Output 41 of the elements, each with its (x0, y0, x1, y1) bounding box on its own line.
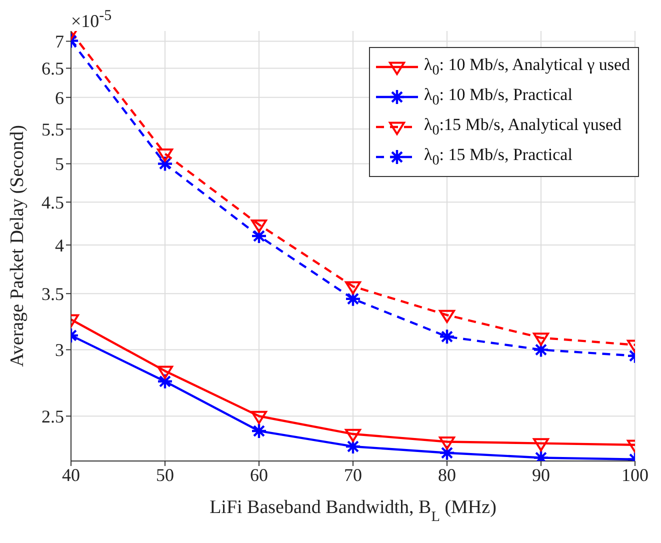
x-axis-title: LiFi Baseband Bandwidth, B$_{L}$ (MHz) (210, 497, 496, 525)
x-tick-label: 60 (250, 464, 268, 485)
point (439, 310, 455, 324)
y-tick-label: 7 (55, 32, 64, 52)
point (251, 219, 267, 233)
point (439, 436, 455, 450)
annotation: ×10$^{-5}$ (71, 8, 112, 32)
y-tick-label: 3.5 (42, 284, 64, 304)
point (157, 148, 173, 162)
y-tick-label: 4.5 (42, 192, 64, 213)
legend-label: λ$_{0}$: 10 Mb/s, Practical (424, 84, 572, 110)
legend-label: λ$_{0}$:15 Mb/s, Analytical γused (424, 114, 622, 140)
point (438, 444, 456, 461)
point (438, 328, 456, 345)
legend-label: λ$_{0}$: 15 Mb/s, Practical (424, 144, 572, 170)
y-tick-label: 3 (55, 340, 64, 360)
y-tick-label: 5 (55, 154, 64, 174)
point (345, 428, 361, 442)
point (345, 281, 361, 294)
y-tick-label: 5.5 (42, 119, 64, 140)
point (251, 410, 267, 424)
y-tick-label: 6.5 (42, 58, 64, 79)
y-tick-label: 2.5 (42, 406, 64, 426)
x-tick-label: 40 (62, 464, 80, 485)
point (250, 228, 268, 244)
point (157, 366, 173, 379)
point (156, 373, 174, 390)
point (250, 422, 268, 440)
legend-label: λ$_{0}$: 10 Mb/s, Analytical γ used (424, 54, 630, 80)
point (156, 156, 174, 172)
x-tick-label: 70 (344, 464, 362, 485)
point (533, 332, 549, 346)
y-tick-label: 6 (55, 88, 64, 108)
point (533, 438, 549, 452)
y-axis-title: Average Packet Delay (Second) (7, 125, 28, 367)
x-tick-label: 100 (622, 464, 648, 485)
x-tick-label: 80 (438, 464, 456, 485)
x-tick-label: 90 (532, 464, 550, 485)
x-tick-label: 50 (156, 464, 174, 485)
point (532, 342, 550, 358)
y-tick-label: 4 (55, 235, 64, 256)
